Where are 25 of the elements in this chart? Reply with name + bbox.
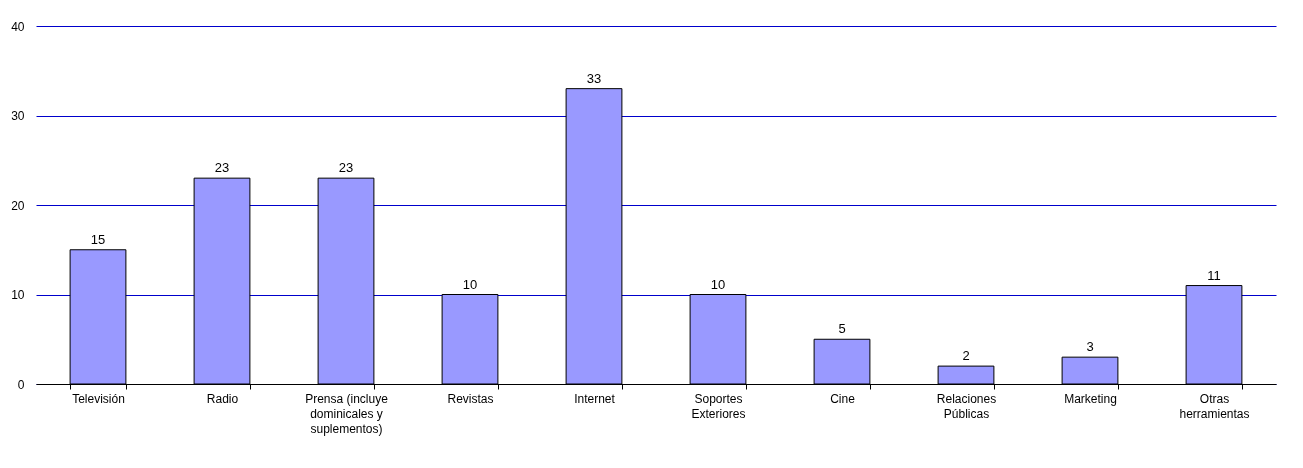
x-tick-label: Internet <box>574 391 616 406</box>
x-tick-label: Soportes Exteriores <box>691 391 746 421</box>
data-label: 23 <box>214 160 230 176</box>
x-tick-label: Radio <box>206 391 239 406</box>
y-tick-label: 40 <box>11 19 25 34</box>
data-label: 5 <box>838 321 846 337</box>
data-label: 2 <box>962 348 970 364</box>
x-tick-label: Prensa (incluye dominicales y suplementos) <box>305 391 389 436</box>
y-tick-label: 30 <box>11 109 25 123</box>
data-label: 15 <box>90 231 106 247</box>
y-tick-label: 20 <box>11 198 25 213</box>
x-tick-label: Cine <box>830 391 856 406</box>
x-tick-label: Televisión <box>72 391 125 406</box>
y-tick-label: 10 <box>11 288 25 302</box>
x-tick-label: Relaciones Públicas <box>936 391 997 421</box>
y-tick-label: 0 <box>17 377 25 392</box>
x-tick-label: Revistas <box>447 391 494 406</box>
x-tick-label: Otras herramientas <box>1179 391 1250 421</box>
data-label: 11 <box>1207 267 1221 283</box>
data-label: 10 <box>710 276 726 292</box>
data-label: 3 <box>1086 339 1094 355</box>
data-label: 33 <box>586 70 602 86</box>
data-label: 10 <box>462 276 478 292</box>
data-label: 23 <box>338 160 354 176</box>
x-tick-label: Marketing <box>1064 391 1117 406</box>
